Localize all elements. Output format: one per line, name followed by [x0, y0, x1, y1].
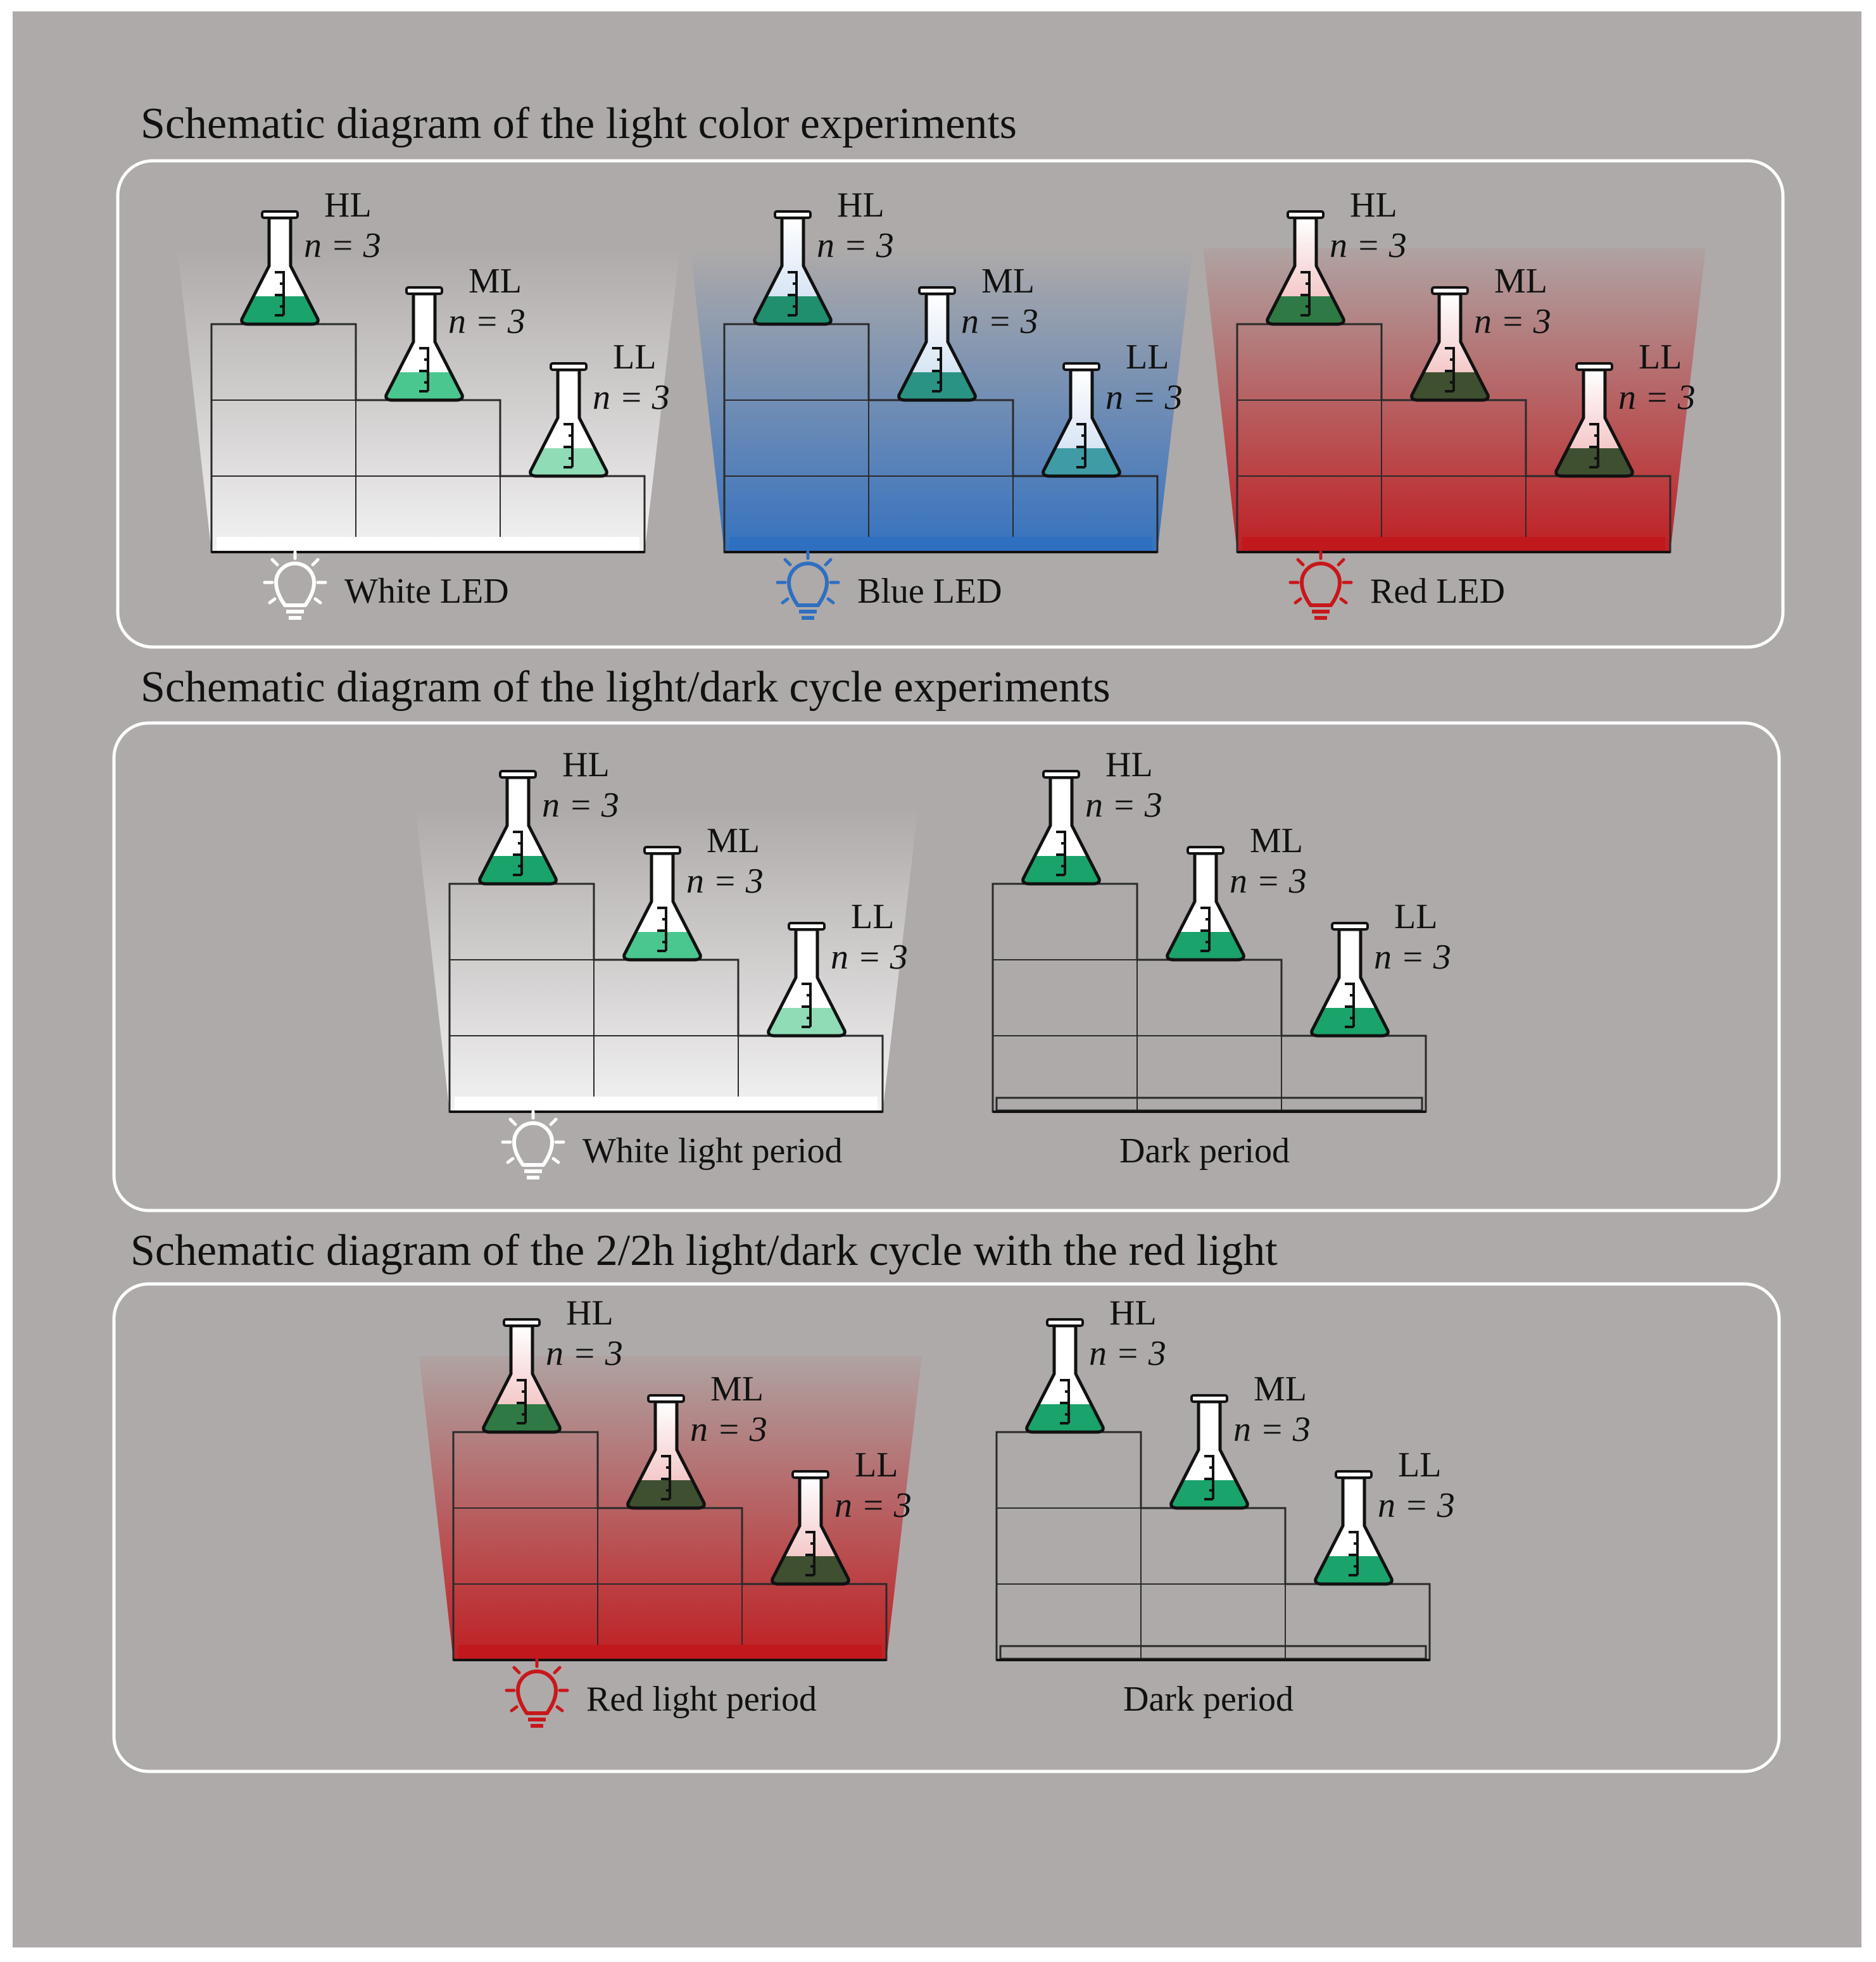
replicate-count-label: n = 3 [817, 226, 894, 265]
replicate-count-label: n = 3 [593, 378, 670, 417]
replicate-count-label: n = 3 [546, 1334, 623, 1373]
flask-icon [482, 1318, 562, 1434]
flask-icon [767, 922, 847, 1038]
replicate-count-label: n = 3 [542, 786, 619, 825]
flask-label-hl: HL [1105, 745, 1153, 784]
lightbulb-icon [263, 550, 327, 620]
lightbulb-icon [501, 1110, 565, 1179]
flask-label-hl: HL [324, 186, 372, 225]
flask-label-ml: ML [710, 1369, 764, 1409]
flask-icon [1314, 1470, 1394, 1586]
setup-label: White light period [582, 1131, 843, 1171]
section-title: Schematic diagram of the light/dark cycl… [141, 663, 1111, 712]
replicate-count-label: n = 3 [1233, 1410, 1311, 1449]
lightbulb-icon [776, 550, 840, 620]
flask-label-ml: ML [707, 821, 760, 860]
section-frame [112, 721, 1781, 1212]
replicate-count-label: n = 3 [686, 862, 764, 901]
flask-label-ll: LL [1639, 337, 1682, 377]
section-title: Schematic diagram of the 2/2h light/dark… [130, 1226, 1278, 1275]
replicate-count-label: n = 3 [1105, 378, 1183, 417]
light-source-strip [455, 1097, 878, 1110]
flask-icon [384, 286, 464, 402]
flask-icon [1410, 286, 1490, 402]
flask-icon [897, 286, 977, 402]
flask-label-ll: LL [1126, 337, 1169, 377]
flask-label-ml: ML [1254, 1369, 1307, 1409]
flask-label-ml: ML [469, 261, 522, 301]
flask-icon [1554, 362, 1634, 478]
replicate-count-label: n = 3 [961, 302, 1038, 341]
flask-label-ll: LL [1398, 1445, 1441, 1485]
flask-icon [1169, 1394, 1249, 1510]
light-source-strip [729, 537, 1152, 551]
flask-icon [1266, 210, 1345, 326]
flask-icon [478, 770, 558, 886]
flask-label-hl: HL [1350, 186, 1397, 225]
flask-icon [1310, 922, 1390, 1038]
setup-label: White LED [344, 572, 509, 611]
setup-label: Red LED [1370, 572, 1505, 611]
flask-icon [240, 210, 320, 326]
setup-label: Dark period [1119, 1131, 1290, 1171]
replicate-count-label: n = 3 [1374, 938, 1451, 977]
flask-icon [529, 362, 608, 478]
flask-label-hl: HL [837, 186, 884, 225]
replicate-count-label: n = 3 [834, 1486, 912, 1525]
flask-icon [1166, 846, 1245, 962]
replicate-count-label: n = 3 [690, 1410, 767, 1449]
replicate-count-label: n = 3 [1085, 786, 1162, 825]
replicate-count-label: n = 3 [1330, 226, 1407, 265]
replicate-count-label: n = 3 [1089, 1334, 1166, 1373]
light-source-strip [1242, 537, 1665, 551]
flask-icon [1021, 770, 1101, 886]
light-source-strip [217, 537, 639, 551]
flask-label-ml: ML [981, 261, 1035, 301]
lightbulb-icon [1288, 550, 1353, 620]
flask-label-ll: LL [613, 337, 656, 377]
section-frame [112, 1282, 1781, 1773]
flask-icon [1025, 1318, 1105, 1434]
flask-label-hl: HL [566, 1293, 614, 1333]
light-source-strip [458, 1645, 881, 1659]
replicate-count-label: n = 3 [831, 938, 908, 977]
flask-icon [753, 210, 833, 326]
flask-label-ml: ML [1494, 261, 1547, 301]
replicate-count-label: n = 3 [1618, 378, 1696, 417]
flask-label-ll: LL [855, 1445, 898, 1485]
replicate-count-label: n = 3 [1230, 862, 1307, 901]
replicate-count-label: n = 3 [1378, 1486, 1455, 1525]
section-frame [116, 159, 1785, 649]
flask-label-hl: HL [562, 745, 610, 784]
flask-icon [771, 1470, 850, 1586]
flask-icon [626, 1394, 706, 1510]
flask-label-ll: LL [1394, 897, 1437, 936]
replicate-count-label: n = 3 [304, 226, 381, 265]
section-title: Schematic diagram of the light color exp… [141, 99, 1017, 148]
flask-label-hl: HL [1109, 1293, 1157, 1333]
lightbulb-icon [505, 1658, 569, 1728]
setup-label: Red light period [586, 1680, 817, 1719]
flask-icon [1042, 362, 1121, 478]
flask-label-ll: LL [851, 897, 894, 936]
replicate-count-label: n = 3 [1474, 302, 1551, 341]
setup-label: Dark period [1123, 1680, 1294, 1719]
replicate-count-label: n = 3 [448, 302, 526, 341]
flask-icon [622, 846, 702, 962]
setup-label: Blue LED [857, 572, 1002, 611]
flask-label-ml: ML [1250, 821, 1303, 860]
